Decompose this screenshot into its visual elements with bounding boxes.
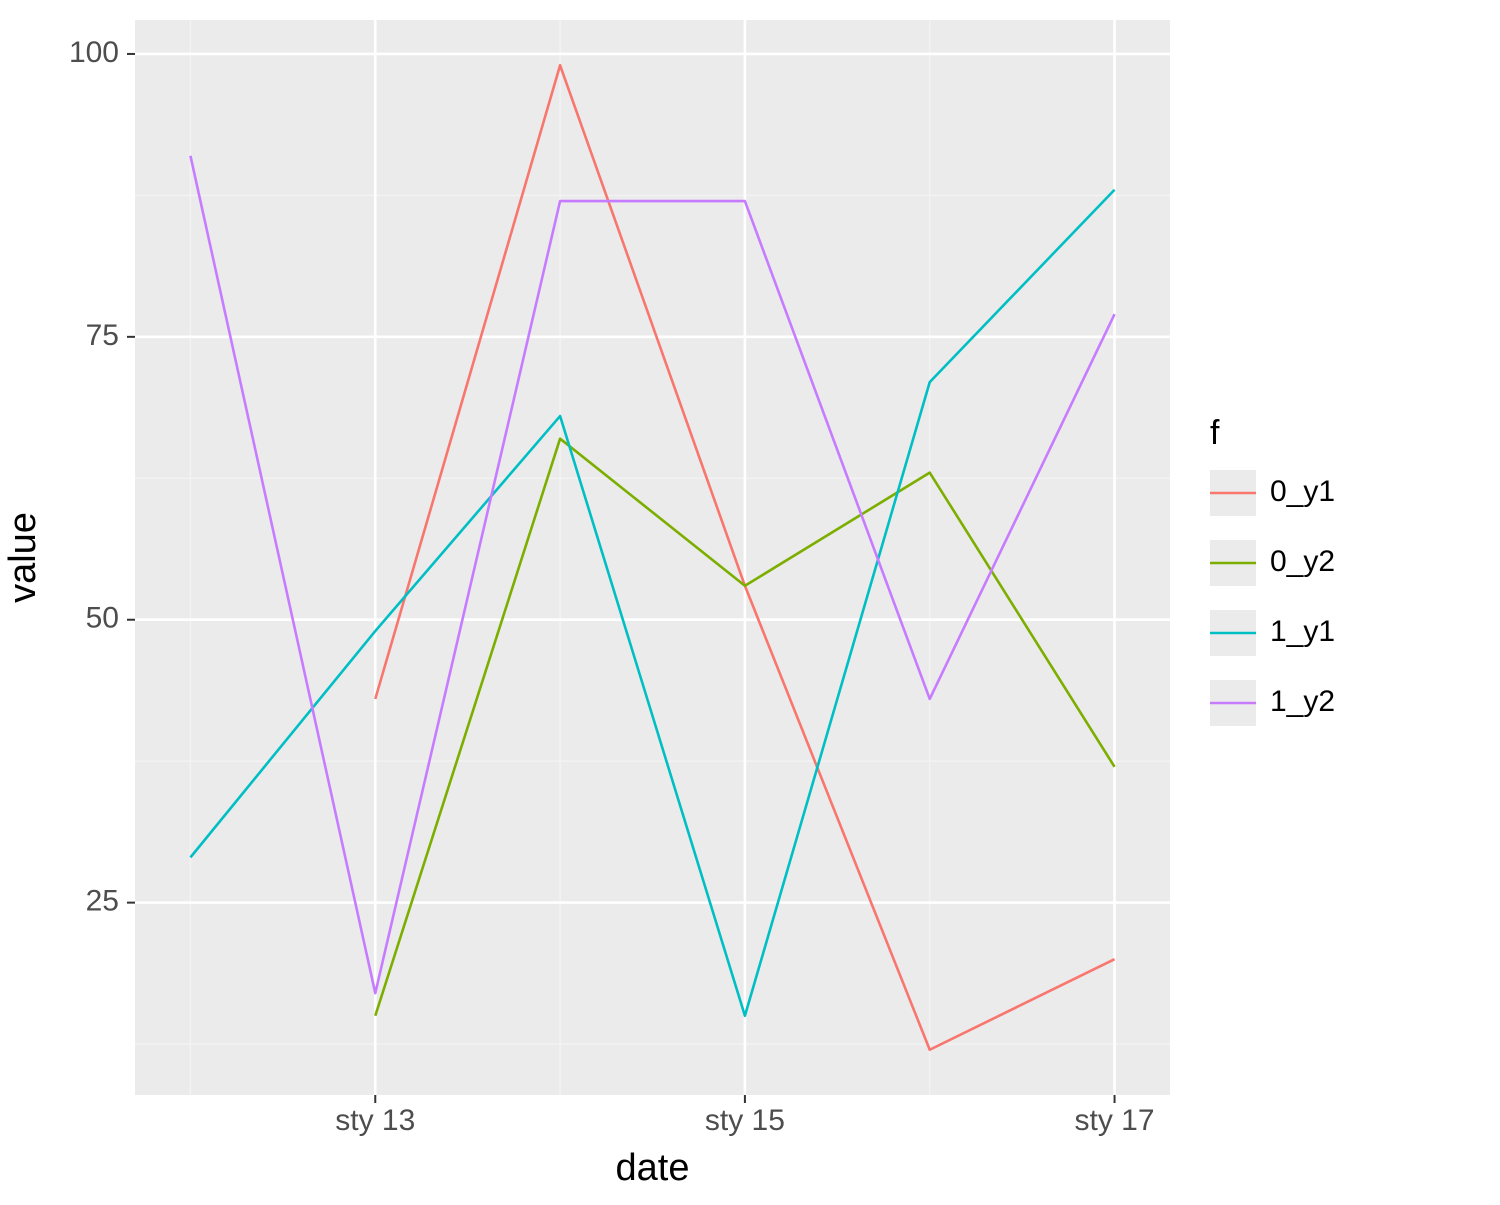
- legend-label: 0_y2: [1270, 545, 1335, 578]
- x-tick-label: sty 17: [1075, 1104, 1155, 1137]
- legend-title: f: [1210, 414, 1220, 452]
- legend-label: 0_y1: [1270, 475, 1335, 508]
- plot-panel: [135, 20, 1170, 1095]
- y-tick-label: 25: [86, 885, 119, 918]
- y-tick-label: 100: [69, 36, 119, 69]
- y-tick-label: 50: [86, 602, 119, 635]
- x-tick-label: sty 13: [335, 1104, 415, 1137]
- x-axis-title: date: [616, 1147, 690, 1189]
- legend-label: 1_y2: [1270, 685, 1335, 718]
- y-tick-label: 75: [86, 319, 119, 352]
- legend-label: 1_y1: [1270, 615, 1335, 648]
- x-tick-label: sty 15: [705, 1104, 785, 1137]
- y-axis-title: value: [2, 512, 44, 603]
- line-chart: sty 13 sty 15 sty 17 25 50 75 100 date value f 0_y…: [0, 0, 1500, 1200]
